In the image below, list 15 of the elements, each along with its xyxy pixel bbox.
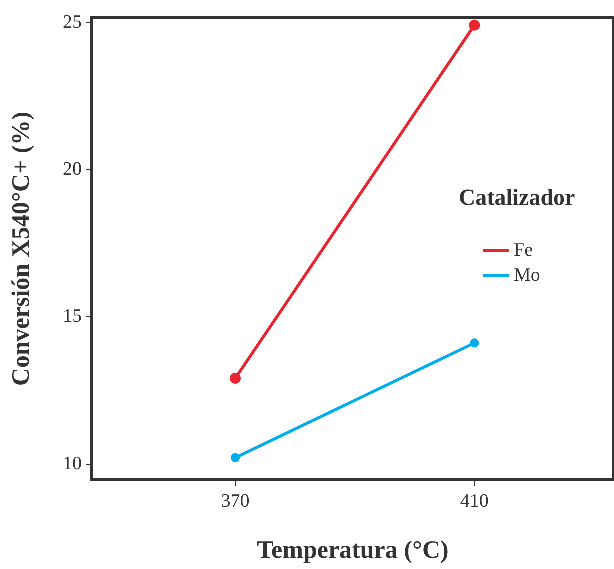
x-tick-label: 410 [460, 491, 489, 512]
y-tick-label: 15 [63, 306, 82, 328]
y-tick-label: 20 [63, 159, 82, 180]
y-tick-label: 25 [63, 12, 82, 33]
point [469, 20, 480, 31]
x-tick-label: 370 [221, 491, 250, 512]
point [231, 453, 240, 462]
y-axis-title: Conversión X540°C+ (%) [8, 112, 35, 386]
y-tick-label: 10 [63, 453, 82, 474]
legend-label: Fe [514, 240, 533, 261]
point [470, 338, 480, 348]
legend-label: Mo [514, 265, 540, 286]
point [230, 372, 242, 384]
x-axis-title: Temperatura (°C) [257, 537, 449, 564]
legend-title: Catalizador [459, 185, 576, 210]
